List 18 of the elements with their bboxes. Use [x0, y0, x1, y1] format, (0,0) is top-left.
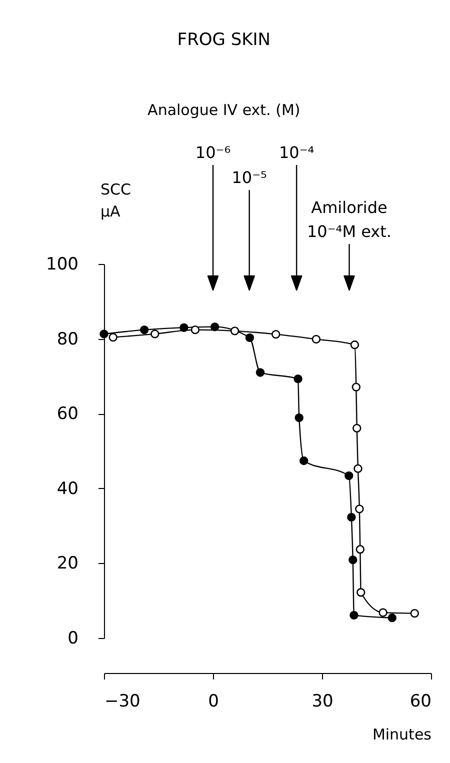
y-tick-label: 40	[56, 478, 78, 499]
y-tick-label: 80	[56, 329, 78, 350]
x-tick-label: 30	[312, 692, 334, 712]
y-tick-label: 0	[68, 628, 78, 648]
ref-line-label: 10⁻⁶	[195, 143, 231, 162]
y-tick-label: 60	[56, 404, 78, 424]
y-tick-label: 20	[56, 554, 78, 574]
text: Analogue IV ext. (M)	[148, 101, 300, 119]
x-axis-title: Minutes	[372, 726, 432, 744]
x-tick-label: 0	[208, 692, 219, 712]
ref-line-label: 10⁻⁴	[278, 143, 314, 162]
ref-line-label: 10⁻⁵	[232, 168, 267, 187]
x-tick-label: −30	[104, 692, 140, 712]
chart-title: FROG SKIN	[177, 30, 271, 50]
x-tick-label: 60	[410, 692, 432, 712]
y-axis-title: SCC μA	[100, 180, 131, 220]
y-tick-label: 100	[46, 254, 78, 274]
ref-line-label: Amiloride 10⁻⁴M ext.	[307, 198, 392, 241]
